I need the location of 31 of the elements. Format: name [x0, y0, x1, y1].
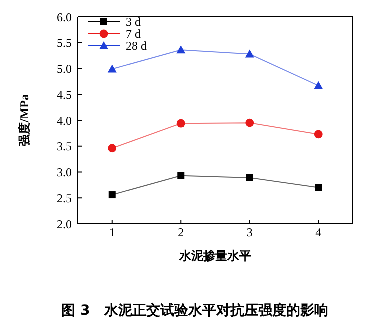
- y-tick-label: 6.0: [57, 10, 72, 24]
- point: [176, 46, 186, 54]
- y-tick-label: 5.5: [57, 36, 72, 50]
- point: [314, 81, 324, 90]
- point: [108, 144, 117, 153]
- point: [108, 64, 117, 73]
- point: [176, 119, 186, 128]
- y-tick-label: 5.0: [57, 62, 72, 76]
- y-axis-title: 强度/MPa: [17, 94, 32, 146]
- text: 图 3 水泥正交试验水平对抗压强度的影响: [60, 302, 330, 320]
- point: [246, 118, 254, 128]
- x-axis-title: 水泥掺量水平: [178, 249, 252, 263]
- x-tick-label: 1: [109, 226, 116, 240]
- x-tick-label: 2: [178, 226, 184, 240]
- point: [108, 192, 116, 199]
- point: [314, 130, 323, 139]
- point: [246, 174, 254, 182]
- legend-label: 7 d: [126, 26, 141, 42]
- x-tick-label: 4: [316, 226, 322, 240]
- y-tick-label: 2.0: [57, 217, 72, 232]
- point: [245, 50, 254, 58]
- y-tick-label: 2.5: [57, 191, 72, 206]
- legend-label: 28 d: [126, 38, 147, 54]
- y-tick-label: 4.0: [57, 114, 72, 128]
- y-tick-label: 3.5: [57, 140, 72, 154]
- point: [178, 172, 185, 180]
- point: [315, 184, 322, 192]
- x-tick-label: 3: [246, 226, 253, 240]
- y-tick-label: 3.0: [57, 166, 72, 180]
- y-tick-label: 4.5: [57, 88, 72, 102]
- legend-label: 3 d: [126, 14, 141, 30]
